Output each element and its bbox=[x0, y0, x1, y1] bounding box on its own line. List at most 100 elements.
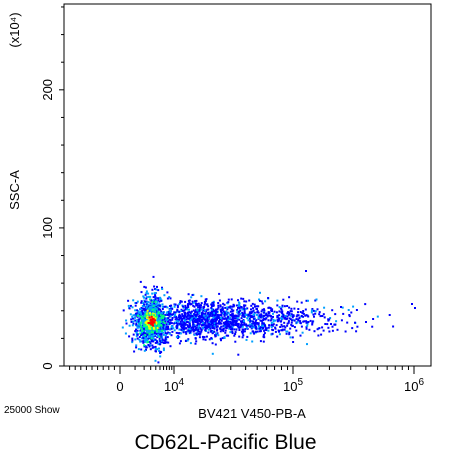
event-dot bbox=[254, 320, 257, 323]
event-dot bbox=[144, 334, 147, 337]
event-dot bbox=[154, 325, 157, 328]
event-dot bbox=[243, 322, 246, 325]
event-dot bbox=[237, 304, 240, 307]
event-dot bbox=[244, 304, 247, 307]
event-dot bbox=[245, 326, 248, 329]
event-dot bbox=[163, 316, 166, 319]
event-dot bbox=[170, 334, 173, 337]
event-dot bbox=[168, 309, 171, 312]
event-dot bbox=[209, 314, 212, 317]
event-dot bbox=[198, 333, 201, 336]
event-dot bbox=[257, 316, 260, 319]
event-dot bbox=[252, 320, 254, 323]
event-dot bbox=[161, 318, 164, 321]
event-dot bbox=[175, 327, 178, 330]
event-dot bbox=[230, 328, 232, 331]
event-dot bbox=[134, 330, 137, 333]
event-dot bbox=[295, 318, 298, 321]
event-dot bbox=[227, 298, 230, 301]
event-dot bbox=[129, 304, 132, 307]
event-dot bbox=[211, 342, 214, 345]
event-dot bbox=[252, 314, 255, 316]
event-dot bbox=[211, 325, 214, 328]
event-dot bbox=[224, 306, 227, 309]
event-dot bbox=[208, 321, 211, 324]
event-dot bbox=[150, 309, 153, 312]
event-dot bbox=[289, 336, 292, 339]
event-dot bbox=[250, 314, 253, 317]
event-dot bbox=[185, 316, 188, 318]
event-dot bbox=[156, 318, 159, 321]
event-dot bbox=[340, 306, 342, 308]
y-axis-ticks: 0 100 200 bbox=[40, 6, 64, 370]
event-dot bbox=[146, 315, 149, 318]
event-dot bbox=[169, 345, 172, 348]
event-dot bbox=[157, 311, 160, 314]
event-dot bbox=[288, 312, 291, 315]
event-dot bbox=[165, 332, 168, 335]
event-dot bbox=[157, 361, 160, 364]
event-dot bbox=[149, 319, 152, 322]
event-dot bbox=[176, 323, 179, 326]
event-dot bbox=[196, 311, 199, 314]
event-dot bbox=[187, 293, 190, 296]
event-dot bbox=[271, 332, 274, 335]
event-dot bbox=[197, 328, 200, 331]
event-dot bbox=[157, 343, 160, 346]
event-dot bbox=[231, 314, 233, 317]
event-dot bbox=[158, 335, 161, 338]
event-dot bbox=[156, 335, 159, 338]
event-dot bbox=[261, 302, 264, 305]
event-dot bbox=[249, 319, 252, 322]
event-dot bbox=[206, 320, 209, 323]
event-dot bbox=[136, 312, 139, 315]
event-dot bbox=[248, 318, 251, 320]
event-dot bbox=[149, 340, 152, 343]
event-dot bbox=[139, 280, 142, 283]
event-dot bbox=[147, 292, 150, 295]
event-dot bbox=[301, 331, 304, 334]
event-dot bbox=[281, 304, 284, 307]
event-dot bbox=[159, 335, 162, 338]
event-dot bbox=[150, 303, 153, 306]
event-dot bbox=[145, 328, 148, 330]
event-dot bbox=[199, 327, 202, 330]
event-dot bbox=[145, 311, 148, 313]
event-dot bbox=[152, 296, 155, 299]
event-dot bbox=[288, 296, 291, 299]
event-dot bbox=[154, 298, 157, 301]
event-dot bbox=[157, 329, 160, 332]
event-dot bbox=[242, 328, 245, 331]
event-dot bbox=[217, 304, 220, 307]
event-dot bbox=[293, 307, 296, 310]
event-dot bbox=[211, 352, 214, 355]
event-dot bbox=[214, 323, 217, 326]
event-dot bbox=[310, 311, 313, 314]
event-dot bbox=[176, 337, 179, 339]
event-dot bbox=[186, 306, 189, 309]
event-dot bbox=[303, 320, 306, 323]
event-dot bbox=[191, 300, 194, 303]
event-dot bbox=[231, 305, 234, 308]
event-dot bbox=[160, 299, 163, 302]
event-dot bbox=[299, 311, 302, 313]
event-dot bbox=[214, 309, 217, 312]
event-dot bbox=[280, 315, 283, 318]
event-dot bbox=[314, 299, 317, 302]
event-dot bbox=[163, 318, 166, 321]
event-dot bbox=[131, 337, 134, 340]
event-dot bbox=[244, 308, 247, 311]
event-dot bbox=[205, 310, 208, 313]
event-dot bbox=[290, 321, 293, 324]
event-dot bbox=[149, 342, 152, 345]
event-dot bbox=[265, 313, 268, 316]
event-dot bbox=[156, 341, 159, 344]
event-dot bbox=[203, 323, 206, 326]
event-dot bbox=[146, 339, 149, 342]
event-dot bbox=[288, 306, 291, 309]
event-dot bbox=[135, 331, 138, 334]
event-dot bbox=[159, 352, 162, 354]
event-dot bbox=[257, 327, 260, 330]
event-dot bbox=[247, 324, 250, 327]
event-dot bbox=[222, 330, 225, 333]
